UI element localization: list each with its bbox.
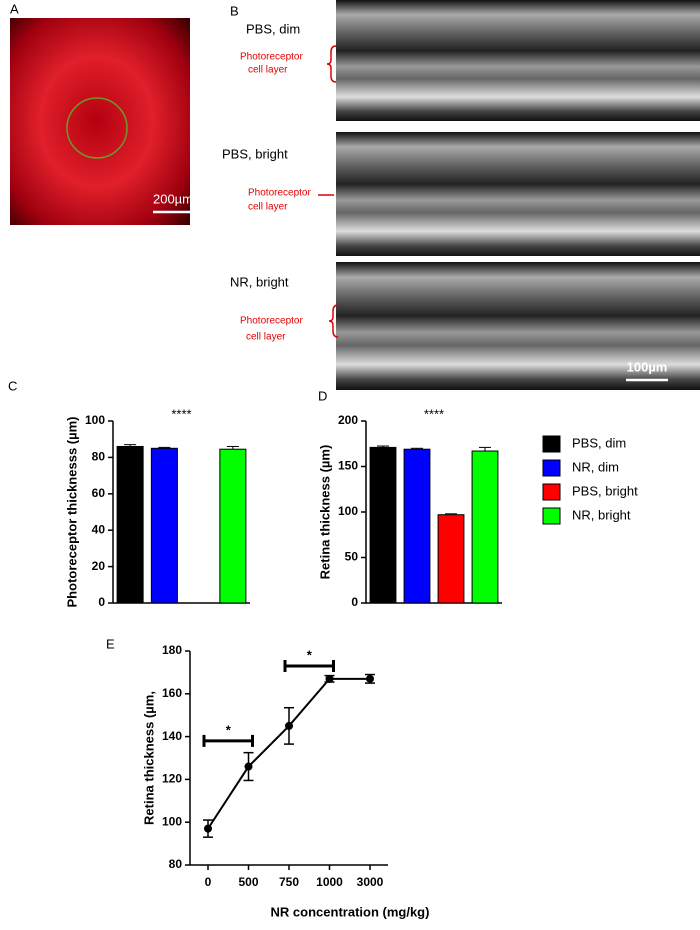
x-tick-label: 750 [279,875,299,889]
legend-label: NR, bright [572,507,631,522]
point [366,674,374,683]
bar [437,514,465,604]
y-axis-title: Photoreceptor thicknesss (µm) [64,417,79,608]
x-tick-label: 3000 [357,875,384,889]
legend-swatch [542,459,561,477]
layer-label: Photoreceptor [248,188,311,199]
significance: * [226,722,232,737]
fundus-image [10,18,190,225]
significance: **** [171,406,191,421]
bar [471,450,499,604]
y-tick-label: 140 [162,729,182,743]
y-axis-title: Retina thickness (µm, [141,691,156,825]
y-tick-label: 200 [338,413,358,427]
layer-label: Photoreceptor [240,52,303,63]
panel-label: A [10,1,19,16]
point [204,824,212,833]
panel-label: B [230,3,239,18]
x-tick-label: 0 [205,875,212,889]
oct-image [336,132,700,256]
point [325,674,334,683]
legend-swatch [542,483,561,501]
legend-label: PBS, bright [572,483,638,498]
y-tick-label: 100 [162,814,182,828]
bar [116,445,144,604]
x-tick-label: 500 [238,875,258,889]
y-tick-label: 0 [98,595,105,609]
layer-bracket [328,304,339,338]
bar [403,448,431,604]
x-axis-title: NR concentration (mg/kg) [271,904,430,919]
oct-label: PBS, bright [222,146,288,161]
x-tick-label: 1000 [316,875,343,889]
y-tick-label: 80 [169,857,183,871]
bar [219,448,247,604]
significance: **** [424,406,444,421]
point [285,721,293,730]
y-tick-label: 100 [338,504,358,518]
y-tick-label: 160 [162,686,182,700]
legend-label: NR, dim [572,459,619,474]
y-tick-label: 40 [92,522,106,536]
layer-label: cell layer [246,332,286,343]
y-tick-label: 100 [85,413,105,427]
panel-label: D [318,388,327,403]
y-tick-label: 0 [351,595,358,609]
y-tick-label: 20 [92,559,106,573]
y-tick-label: 50 [345,550,359,564]
oct-image [336,262,700,390]
y-tick-label: 180 [162,643,182,657]
layer-label: cell layer [248,202,288,213]
y-axis-title: Retina thickness (µm) [317,445,332,580]
oct-label: NR, bright [230,274,289,289]
layer-label: cell layer [248,65,288,76]
y-tick-label: 80 [92,450,106,464]
bar [369,446,397,604]
layer-bracket [326,45,337,83]
oct-image [336,0,700,121]
panel-label: C [8,378,17,393]
panel-label: E [106,636,115,651]
fundus-circle [66,97,128,159]
layer-label: Photoreceptor [240,316,303,327]
legend-label: PBS, dim [572,435,626,450]
oct-label: PBS, dim [246,21,300,36]
scale-label: 100µm [627,359,668,374]
significance: * [307,647,313,662]
legend-swatch [542,507,561,525]
y-tick-label: 150 [338,459,358,473]
legend-swatch [542,435,561,453]
scale-label: 200µm [153,191,193,206]
point [244,762,253,771]
y-tick-label: 60 [92,486,106,500]
line [207,677,370,830]
y-tick-label: 120 [162,772,182,786]
bar [150,447,178,604]
